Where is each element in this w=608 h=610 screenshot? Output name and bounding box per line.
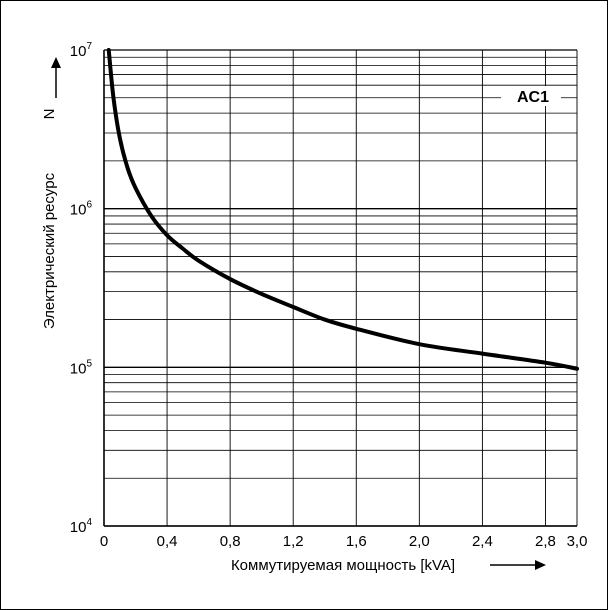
series-line-ac1 [106, 48, 579, 371]
y-axis-label: Электрический ресурс [41, 172, 58, 329]
x-tick-label: 1,2 [283, 533, 304, 550]
x-tick-label: 0 [100, 533, 108, 550]
x-tick-label: 0,8 [220, 533, 241, 550]
grid-layer [103, 49, 578, 527]
ac1-label-background [501, 86, 561, 106]
y-tick-label: 105 [70, 358, 93, 377]
x-tick-label: 2,4 [472, 533, 493, 550]
ac1-label-group: AC1 [501, 86, 561, 106]
x-axis-label: Коммутируемая мощность [kVA] [231, 557, 455, 574]
y-tick-label: 107 [70, 41, 93, 60]
x-tick-label: 2,0 [409, 533, 430, 550]
ac1-label: AC1 [517, 89, 549, 106]
x-tick-label: 2,8 [535, 533, 556, 550]
x-axis-arrow-head [535, 560, 546, 570]
x-tick-label: 3,0 [567, 533, 588, 550]
y-axis-arrow-head [51, 57, 61, 68]
y-tick-label: 104 [70, 517, 93, 536]
tick-layer: 0 0,4 0,8 1,2 1,6 2,0 2,4 2,8 3,0 104 105 106 107 [70, 41, 588, 550]
x-tick-label: 1,6 [346, 533, 367, 550]
y-tick-label: 106 [70, 200, 93, 219]
y-axis-symbol: N [41, 109, 58, 120]
x-tick-label: 0,4 [157, 533, 178, 550]
curve-layer [106, 48, 579, 371]
